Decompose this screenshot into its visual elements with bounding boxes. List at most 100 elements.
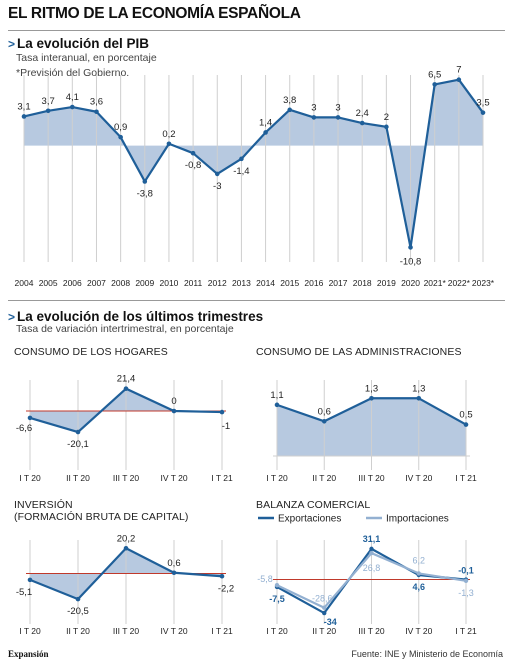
- consumo_administraciones-value-label: 0,6: [318, 406, 331, 417]
- consumo_administraciones-value-label: 0,5: [459, 410, 472, 421]
- consumo_hogares-value-label: -6,6: [16, 423, 32, 434]
- balanza-importaciones-point: [416, 571, 421, 576]
- balanza-value-label: -7,5: [269, 594, 285, 604]
- inversion-value-label: 20,2: [117, 533, 136, 544]
- pib-area: [24, 79, 483, 248]
- pib-value-label: -0,8: [185, 160, 201, 171]
- pib-point: [335, 115, 341, 120]
- pib-category-label: 2005: [39, 278, 58, 288]
- consumo_hogares-point: [171, 408, 177, 414]
- pib-point: [432, 82, 437, 87]
- pib-point: [94, 109, 99, 115]
- pib-category-label: 2013: [232, 278, 251, 288]
- balanza-value-label: -0,1: [458, 566, 474, 576]
- inversion-title: INVERSIÓN: [14, 499, 73, 511]
- inversion-point: [219, 573, 225, 579]
- balanza-title: BALANZA COMERCIAL: [256, 499, 371, 511]
- balanza-category-label: IV T 20: [405, 626, 432, 636]
- brand-logo: Expansión: [8, 649, 49, 659]
- consumo_administraciones-category-label: II T 20: [312, 473, 336, 483]
- source-note: Fuente: INE y Ministerio de Economía: [351, 649, 503, 659]
- consumo_administraciones-category-label: I T 20: [266, 473, 288, 483]
- balanza-value-label: -5,8: [257, 574, 273, 584]
- pib-point: [142, 179, 148, 184]
- title-rule: [8, 30, 505, 31]
- pib-point: [214, 171, 220, 177]
- pib-value-label: 7: [456, 65, 461, 76]
- pib-point: [45, 108, 51, 114]
- balanza-value-label: 26,8: [363, 563, 381, 573]
- pib-category-label: 2008: [111, 278, 130, 288]
- pib-category-label: 2017: [329, 278, 348, 288]
- balanza-value-label: -34: [324, 617, 337, 627]
- inversion-value-label: -20,5: [67, 606, 89, 617]
- balanza-exportaciones-point: [322, 610, 327, 616]
- inversion-point: [75, 596, 81, 602]
- trimestres-title: La evolución de los últimos trimestres: [17, 309, 264, 324]
- consumo_hogares-point: [219, 409, 225, 415]
- consumo_hogares-point: [27, 415, 33, 421]
- consumo_hogares-category-label: III T 20: [113, 473, 139, 483]
- pib-value-label: 0,2: [162, 129, 175, 140]
- pib-point: [70, 104, 75, 110]
- inversion-value-label: 0,6: [167, 558, 180, 569]
- pib-point: [359, 120, 365, 126]
- pib-value-label: 3,5: [476, 98, 489, 109]
- balanza-importaciones-point: [369, 550, 374, 556]
- consumo_hogares-point: [123, 386, 129, 391]
- pib-point: [408, 245, 413, 250]
- pib-category-label: 2018: [353, 278, 372, 288]
- pib-value-label: -3,8: [137, 188, 153, 199]
- pib-point: [263, 130, 268, 135]
- pib-point: [384, 124, 389, 130]
- pib-category-label: 2022*: [448, 278, 471, 288]
- pib-category-label: 2010: [159, 278, 178, 288]
- pib-value-label: 2: [384, 112, 389, 123]
- pib-value-label: 6,5: [428, 69, 441, 80]
- inversion-category-label: III T 20: [113, 626, 139, 636]
- pib-category-label: 2014: [256, 278, 275, 288]
- pib-point: [166, 141, 172, 147]
- balanza-importaciones-point: [274, 583, 280, 588]
- balanza-category-label: III T 20: [358, 626, 384, 636]
- consumo_administraciones-category-label: I T 21: [455, 473, 477, 483]
- consumo_administraciones-point: [321, 418, 327, 424]
- pib-value-label: -3: [213, 181, 221, 192]
- consumo_hogares-value-label: -1: [222, 421, 230, 432]
- chevron-right-icon: >: [8, 37, 16, 51]
- pib-point: [190, 150, 196, 156]
- pib-category-label: 2015: [280, 278, 299, 288]
- trimestres-section-title: > La evolución de los últimos trimestres: [8, 309, 263, 324]
- balanza-value-label: 4,6: [412, 582, 425, 592]
- pib-point: [118, 134, 123, 140]
- chevron-right-icon: >: [8, 310, 16, 324]
- inversion-point: [27, 577, 33, 583]
- pib-category-label: 2006: [63, 278, 82, 288]
- balanza-importaciones-point: [463, 578, 469, 584]
- balanza-category-label: II T 20: [312, 626, 336, 636]
- pib-category-label: 2016: [304, 278, 323, 288]
- pib-category-label: 2012: [208, 278, 227, 288]
- consumo_administraciones-point: [274, 402, 280, 408]
- pib-value-label: 3: [335, 102, 340, 113]
- pib-category-label: 2023*: [472, 278, 495, 288]
- pib-value-label: 3,7: [42, 96, 55, 107]
- pib-note: *Previsión del Gobierno.: [16, 67, 130, 79]
- consumo_hogares-category-label: IV T 20: [160, 473, 187, 483]
- pib-category-label: 2004: [15, 278, 34, 288]
- consumo_hogares-value-label: 0: [171, 396, 176, 407]
- pib-category-label: 2009: [135, 278, 154, 288]
- pib-value-label: 2,4: [356, 108, 369, 119]
- balanza-importaciones-point: [322, 605, 327, 610]
- pib-point: [311, 115, 317, 120]
- consumo_administraciones-value-label: 1,3: [365, 383, 378, 394]
- hogares-title: CONSUMO DE LOS HOGARES: [14, 346, 168, 358]
- pib-point: [21, 114, 27, 119]
- pib-value-label: -10,8: [400, 256, 422, 267]
- consumo_administraciones-value-label: 1,3: [412, 383, 425, 394]
- inversion-value-label: -2,2: [218, 583, 234, 594]
- consumo_administraciones-category-label: III T 20: [358, 473, 384, 483]
- pib-category-label: 2007: [87, 278, 106, 288]
- legend-exportaciones-label: Exportaciones: [278, 514, 341, 525]
